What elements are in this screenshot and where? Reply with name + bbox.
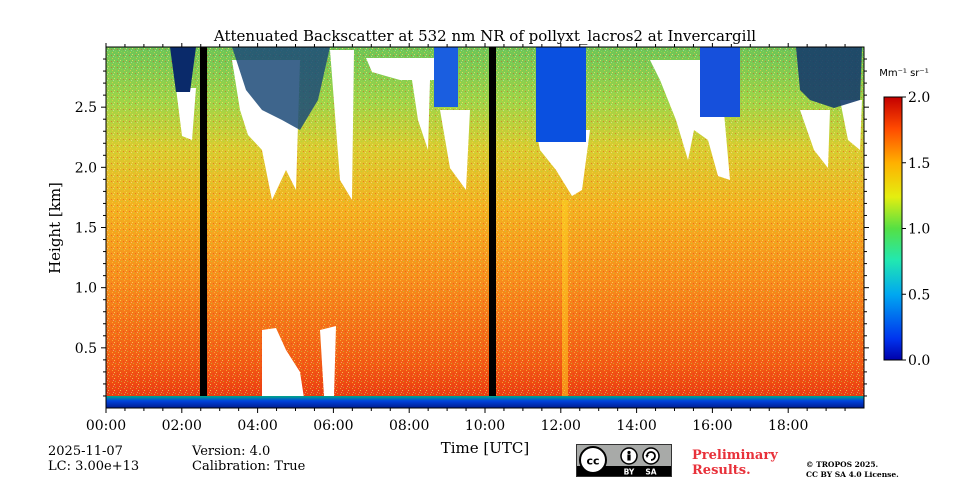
by-label: BY	[624, 468, 635, 477]
x-tick-label: 06:00	[313, 418, 353, 434]
chart-title: Attenuated Backscatter at 532 nm NR of p…	[213, 27, 756, 45]
cc-license-badge: cc BY SA	[576, 444, 672, 477]
x-tick-label: 18:00	[768, 418, 808, 434]
preliminary-line-1: Preliminary	[692, 448, 778, 463]
x-tick-label: 16:00	[692, 418, 732, 434]
meta-calibration: Calibration: True	[192, 459, 306, 474]
colorbar-tick-label: 0.5	[908, 287, 930, 303]
share-alike-icon	[642, 447, 660, 465]
backscatter-heatmap	[106, 47, 864, 408]
x-tick-label: 02:00	[162, 418, 202, 434]
colorbar-unit-label: Mm⁻¹ sr⁻¹	[879, 68, 928, 79]
preliminary-line-2: Results.	[692, 463, 751, 478]
y-axis-label: Height [km]	[46, 182, 64, 274]
heatmap-noise	[106, 47, 864, 408]
x-tick-label: 08:00	[389, 418, 429, 434]
x-tick-label: 12:00	[541, 418, 581, 434]
meta-version: Version: 4.0	[192, 444, 271, 459]
y-tick-label: 2.5	[75, 100, 97, 116]
cc-glyph: cc	[586, 455, 599, 468]
no-data-bar-2	[489, 47, 496, 408]
x-tick-label: 00:00	[86, 418, 126, 434]
cc-icon	[579, 446, 607, 474]
y-tick-label: 0.5	[75, 341, 97, 357]
surface-band	[106, 396, 864, 408]
meta-lc: LC: 3.00e+13	[48, 459, 140, 474]
meta-date: 2025-11-07	[48, 444, 123, 459]
x-tick-label: 14:00	[616, 418, 656, 434]
y-tick-label: 2.0	[75, 160, 97, 176]
sa-label: SA	[645, 468, 656, 477]
preliminary-note: Preliminary Results.	[692, 448, 778, 478]
plume-stripe	[562, 200, 568, 396]
copyright-line-2: CC BY SA 4.0 License.	[806, 470, 899, 479]
colorbar-tick-label: 1.5	[908, 156, 930, 172]
colorbar-ticks: 0.0 0.5 1.0 1.5 2.0	[902, 90, 930, 369]
x-tick-label: 10:00	[465, 418, 505, 434]
cloud-regions	[170, 47, 862, 142]
no-data-bar-1	[200, 47, 207, 408]
y-axis: 0.5 1.0 1.5 2.0 2.5	[75, 58, 869, 397]
copyright-note: © TROPOS 2025. CC BY SA 4.0 License.	[806, 460, 899, 480]
colorbar	[883, 96, 903, 361]
y-tick-label: 1.0	[75, 281, 97, 297]
x-axis-label: Time [UTC]	[441, 439, 530, 457]
y-tick-label: 1.5	[75, 221, 97, 237]
x-axis: 00:00 02:00 04:00 06:00 08:00 10:00 12:00 14:00…	[86, 43, 846, 434]
colorbar-tick-label: 0.0	[908, 353, 930, 369]
colorbar-tick-label: 2.0	[908, 90, 930, 106]
x-tick-label: 04:00	[237, 418, 277, 434]
colorbar-tick-label: 1.0	[908, 222, 930, 238]
copyright-line-1: © TROPOS 2025.	[806, 460, 879, 469]
